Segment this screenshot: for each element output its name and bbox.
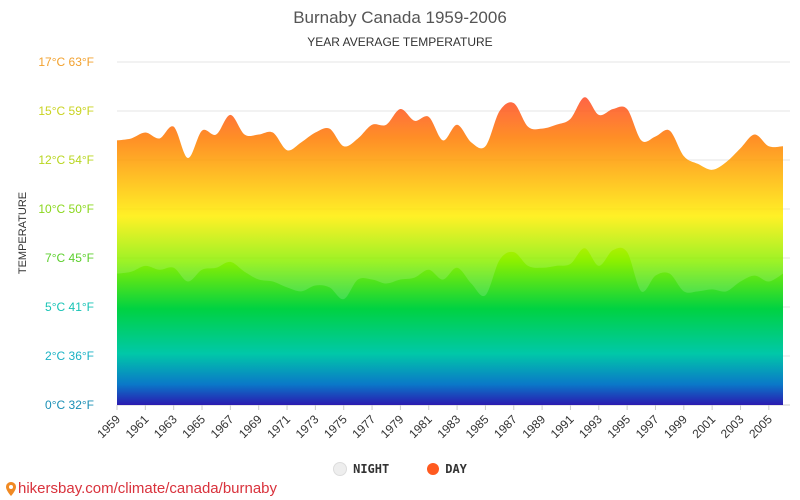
y-tick-labels: 0°C 32°F 2°C 36°F 5°C 41°F 7°C 45°F 10°C 50°… bbox=[38, 55, 94, 412]
y-axis-label: TEMPERATURE bbox=[17, 192, 29, 274]
x-tick-label: 1985 bbox=[463, 412, 492, 441]
series-area-night bbox=[117, 247, 783, 405]
x-tick-label: 1991 bbox=[548, 412, 577, 441]
day-dot-icon bbox=[427, 463, 440, 475]
x-tick-labels: 1959 1961 1963 1965 1967 1969 1971 1973 1975 1977… bbox=[94, 405, 775, 441]
chart-subtitle: YEAR AVERAGE TEMPERATURE bbox=[307, 35, 493, 49]
x-tick-label: 1959 bbox=[94, 412, 123, 441]
map-pin-icon bbox=[6, 481, 16, 496]
x-tick-label: 2005 bbox=[746, 412, 775, 441]
x-tick-label: 1975 bbox=[321, 412, 350, 441]
x-tick-label: 1969 bbox=[236, 412, 265, 441]
x-tick-label: 1995 bbox=[604, 412, 633, 441]
y-tick-label: 17°C 63°F bbox=[38, 55, 94, 69]
x-tick-label: 1973 bbox=[293, 412, 322, 441]
y-tick-label: 10°C 50°F bbox=[38, 202, 94, 216]
legend-item-day[interactable]: DAY bbox=[427, 462, 467, 476]
legend-item-night[interactable]: NIGHT bbox=[333, 462, 389, 476]
y-tick-label: 15°C 59°F bbox=[38, 104, 94, 118]
x-tick-label: 1963 bbox=[151, 412, 180, 441]
legend-label-night: NIGHT bbox=[353, 462, 390, 476]
x-tick-label: 1997 bbox=[633, 412, 662, 441]
x-tick-label: 1979 bbox=[378, 412, 407, 441]
chart-legend: NIGHT DAY bbox=[0, 462, 800, 476]
x-tick-label: 1987 bbox=[491, 412, 520, 441]
x-tick-label: 1993 bbox=[576, 412, 605, 441]
source-text: hikersbay.com/climate/canada/burnaby bbox=[18, 480, 278, 497]
x-tick-label: 2003 bbox=[718, 412, 747, 441]
x-tick-label: 2001 bbox=[689, 412, 718, 441]
y-tick-label: 0°C 32°F bbox=[45, 398, 94, 412]
y-tick-label: 7°C 45°F bbox=[45, 251, 94, 265]
y-tick-label: 5°C 41°F bbox=[45, 300, 94, 314]
y-tick-label: 2°C 36°F bbox=[45, 349, 94, 363]
x-tick-label: 1965 bbox=[179, 412, 208, 441]
night-dot-icon bbox=[333, 462, 348, 476]
x-tick-label: 1967 bbox=[208, 412, 237, 441]
x-tick-label: 1977 bbox=[349, 412, 378, 441]
x-tick-label: 1989 bbox=[519, 412, 548, 441]
chart-title: Burnaby Canada 1959-2006 bbox=[293, 8, 507, 27]
x-tick-label: 1983 bbox=[434, 412, 463, 441]
x-tick-label: 1961 bbox=[123, 412, 152, 441]
x-tick-label: 1981 bbox=[406, 412, 435, 441]
source-link[interactable]: hikersbay.com/climate/canada/burnaby bbox=[6, 480, 277, 497]
x-tick-label: 1971 bbox=[264, 412, 293, 441]
x-tick-label: 1999 bbox=[661, 412, 690, 441]
series-areas bbox=[117, 97, 783, 405]
legend-label-day: DAY bbox=[445, 462, 467, 476]
y-tick-label: 12°C 54°F bbox=[38, 153, 94, 167]
